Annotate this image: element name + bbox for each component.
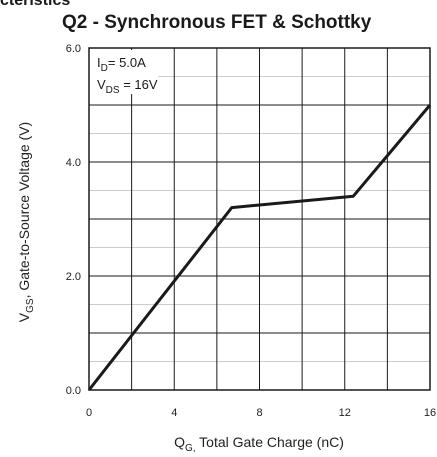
chart-title: Q2 - Synchronous FET & Schottky [62, 12, 372, 33]
annotation-box [90, 50, 158, 94]
y-tick-label: 2.0 [66, 271, 81, 283]
tick-label-layer: 0 4 8 12 16 0.0 2.0 4.0 6.0 [66, 43, 436, 419]
y-tick-label: 0.0 [66, 385, 81, 397]
grid-layer [88, 47, 431, 391]
y-tick-label: 6.0 [66, 43, 81, 55]
y-axis-title: VGS, Gate-to-Source Voltage (V) [16, 122, 36, 322]
x-tick-label: 8 [256, 407, 262, 419]
y-tick-label: 4.0 [66, 157, 81, 169]
series-layer [87, 104, 432, 391]
annotation-vds: VDS = 16V [97, 77, 158, 96]
gate-charge-curve [87, 104, 432, 391]
x-tick-label: 16 [424, 407, 436, 419]
x-tick-label: 12 [339, 407, 351, 419]
x-tick-label: 0 [86, 407, 92, 419]
cropped-heading: cteristics [0, 0, 71, 9]
plot-frame [88, 47, 431, 391]
annotation-id: ID= 5.0A [97, 55, 146, 74]
x-tick-label: 4 [171, 407, 177, 419]
x-axis-title: QG, Total Gate Charge (nC) [174, 434, 344, 454]
